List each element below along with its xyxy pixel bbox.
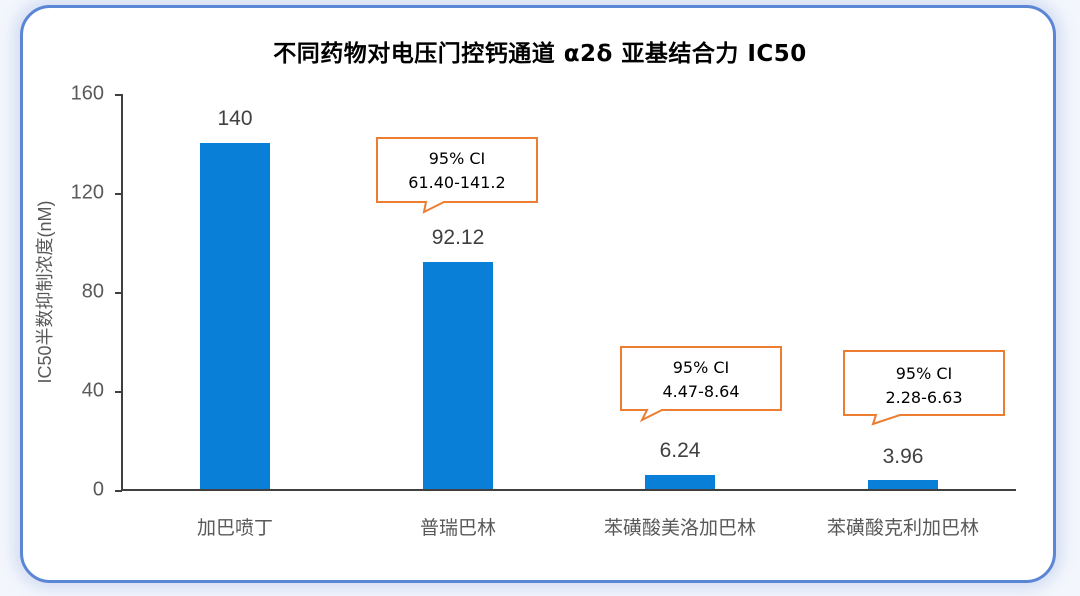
- x-label-pregabalin: 普瑞巴林: [419, 518, 496, 539]
- y-tick-label-40: 40: [81, 379, 104, 402]
- ci-callout-mirogabalin-besylate: 95% CI 4.47-8.64: [620, 346, 782, 423]
- callout-shape: [843, 350, 1005, 426]
- x-label-mirogabalin-besylate: 苯磺酸美洛加巴林: [603, 518, 756, 539]
- x-axis-line: [121, 489, 1016, 491]
- value-label-pregabalin: 92.12: [431, 226, 485, 249]
- value-label-gabapentin: 140: [217, 107, 253, 130]
- value-label-crisugabalin-besylate: 3.96: [882, 445, 924, 468]
- ci-callout-pregabalin: 95% CI 61.40-141.2: [376, 137, 538, 214]
- callout-shape: [376, 137, 538, 214]
- chart-title: 不同药物对电压门控钙通道 α2δ 亚基结合力 IC50: [273, 41, 807, 67]
- y-tick-mark: [115, 490, 122, 492]
- ci-label: 95% CI: [428, 149, 486, 168]
- bar-gabapentin: [200, 143, 270, 490]
- ci-label: 95% CI: [895, 364, 953, 383]
- ci-range: 4.47-8.64: [662, 382, 740, 401]
- bar-crisugabalin-besylate: [868, 480, 938, 490]
- ci-callout-crisugabalin-besylate: 95% CI 2.28-6.63: [843, 350, 1005, 426]
- y-tick-label-80: 80: [81, 280, 104, 303]
- y-tick-mark: [115, 94, 122, 96]
- value-label-mirogabalin-besylate: 6.24: [659, 439, 701, 462]
- y-tick-mark: [115, 193, 122, 195]
- x-label-gabapentin: 加巴喷丁: [196, 518, 273, 539]
- y-axis-line: [121, 94, 123, 491]
- ci-label: 95% CI: [672, 358, 730, 377]
- bar-pregabalin: [423, 262, 493, 490]
- ci-range: 61.40-141.2: [408, 173, 506, 192]
- y-tick-mark: [115, 391, 122, 393]
- callout-shape: [620, 346, 782, 423]
- bar-mirogabalin-besylate: [645, 475, 715, 490]
- y-tick-label-0: 0: [92, 478, 104, 501]
- chart-frame: [20, 5, 1056, 583]
- ci-range: 2.28-6.63: [885, 388, 963, 407]
- y-tick-label-160: 160: [70, 82, 104, 105]
- x-label-crisugabalin-besylate: 苯磺酸克利加巴林: [826, 518, 979, 539]
- y-tick-label-120: 120: [70, 181, 104, 204]
- y-tick-mark: [115, 292, 122, 294]
